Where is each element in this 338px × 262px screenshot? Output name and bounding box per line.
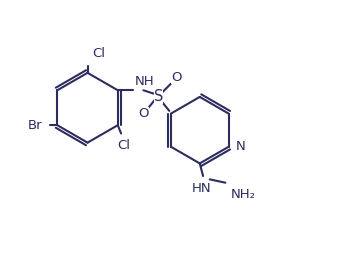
Text: NH: NH <box>135 75 154 88</box>
Text: O: O <box>138 107 149 120</box>
Text: N: N <box>236 140 246 153</box>
Text: O: O <box>171 72 182 84</box>
Text: Cl: Cl <box>92 47 105 60</box>
Text: NH₂: NH₂ <box>231 188 256 201</box>
Text: S: S <box>154 89 163 104</box>
Text: Br: Br <box>28 119 43 132</box>
Text: Cl: Cl <box>117 139 130 152</box>
Text: HN: HN <box>192 182 211 195</box>
